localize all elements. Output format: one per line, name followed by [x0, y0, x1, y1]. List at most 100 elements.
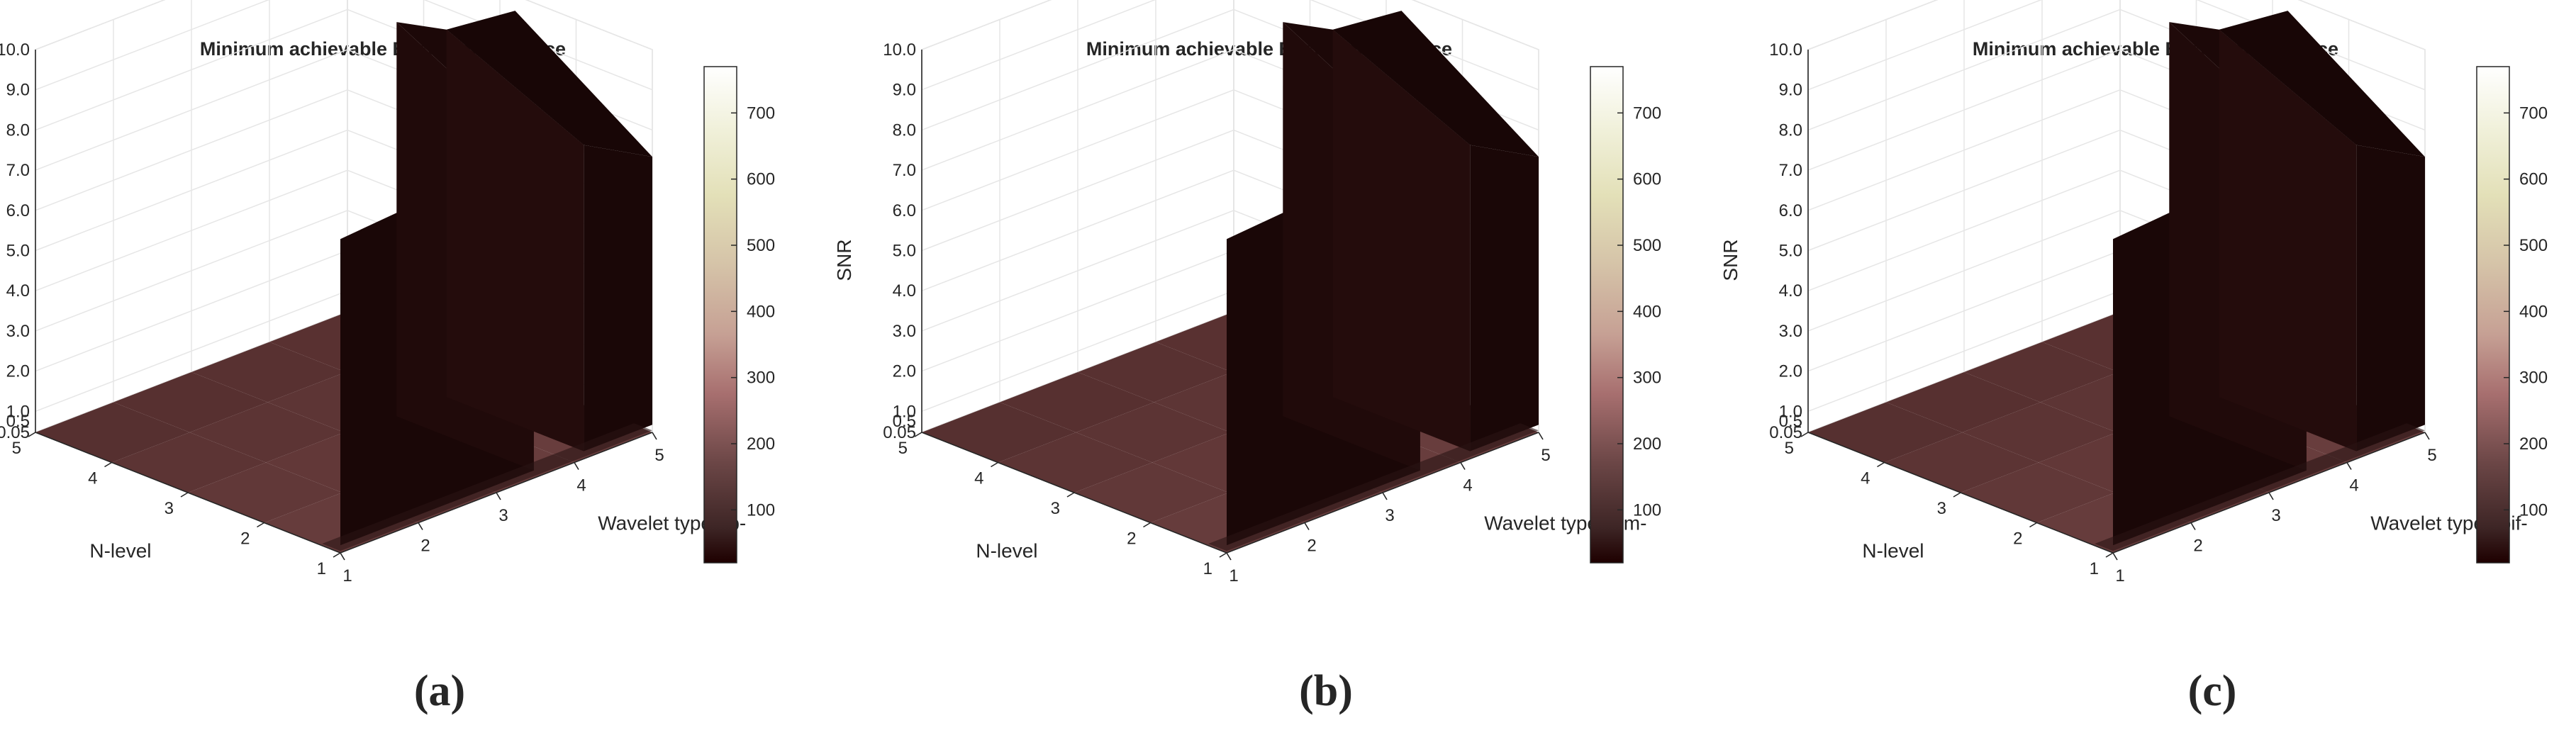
- colorbar-tick-label: 100: [2519, 500, 2548, 520]
- y-axis-label: N-level: [1862, 540, 1924, 562]
- surface-wall-top: [2219, 11, 2425, 157]
- surface-wall-top: [1332, 11, 1539, 157]
- z-axis-label: SNR: [833, 239, 855, 281]
- y-tick-label: 1: [2090, 559, 2099, 578]
- colorbar-tick-label: 400: [1633, 302, 1661, 321]
- colorbar: [703, 66, 737, 564]
- colorbar-tick-label: 200: [2519, 435, 2548, 454]
- tick-labels: 12345123450.050.51.02.03.04.05.06.07.08.…: [1769, 40, 2436, 585]
- x-tick-label: 2: [2193, 537, 2202, 556]
- z-tick-label: 6.0: [893, 201, 916, 220]
- x-tick: [2112, 552, 2118, 561]
- z-tick-label: 7.0: [1779, 161, 1802, 180]
- colorbar-tick-label: 700: [747, 103, 775, 123]
- y-tick-label: 4: [88, 469, 97, 488]
- z-tick-label: 6.0: [6, 201, 30, 220]
- surface-patch: [189, 402, 344, 463]
- z-tick-label: 5.0: [893, 242, 916, 261]
- colorbar-tick-label: 300: [1633, 369, 1661, 388]
- y-tick-label: 2: [1127, 529, 1136, 549]
- z-tick-label: 7.0: [6, 161, 30, 180]
- surface-shadow: [2095, 423, 2425, 551]
- axes: [1800, 50, 2430, 561]
- x-tick-label: 4: [1463, 476, 1472, 495]
- colorbar-tick-label: 300: [747, 369, 775, 388]
- x-tick-label: 5: [654, 446, 664, 465]
- x-tick: [1382, 492, 1388, 500]
- surface-patch: [1000, 372, 1154, 432]
- surface-wall-inner: [1332, 29, 1471, 452]
- x-tick-label: 4: [576, 476, 586, 495]
- z-tick-label: 1.0: [1779, 402, 1802, 421]
- y-tick: [2029, 522, 2037, 528]
- surface-wall-right: [1470, 145, 1539, 452]
- x-tick-label: 4: [2349, 476, 2358, 495]
- z-tick-label: 7.0: [893, 161, 916, 180]
- surface-shadow: [322, 423, 652, 551]
- z-tick-label: 8.0: [6, 120, 30, 140]
- y-tick-label: 1: [1203, 559, 1212, 578]
- surface-wall-right: [2356, 145, 2425, 452]
- surface-patch: [1886, 372, 2041, 432]
- grid-line-z: [35, 0, 653, 50]
- y-tick-label: 2: [240, 529, 250, 549]
- x-tick-label: 3: [2271, 506, 2280, 525]
- y-tick: [257, 522, 264, 528]
- y-tick-label: 2: [2013, 529, 2022, 549]
- panel-letter: (b): [1299, 667, 1353, 715]
- colorbar-tick-label: 700: [2519, 103, 2548, 123]
- z-tick-label: 3.0: [6, 322, 30, 341]
- surface-wall-inner: [2219, 29, 2357, 452]
- z-tick-label: 0.5: [6, 412, 30, 431]
- y-tick-label: 3: [1051, 499, 1060, 518]
- z-tick-label: 3.0: [1779, 322, 1802, 341]
- x-tick: [2190, 522, 2196, 530]
- x-tick-label: 1: [342, 566, 352, 585]
- y-tick-label: 4: [974, 469, 983, 488]
- z-axis-label: SNR: [1719, 239, 1741, 281]
- surface-walls: [322, 11, 652, 551]
- colorbar-tick-label: 500: [2519, 236, 2548, 255]
- axes: [914, 50, 1544, 561]
- y-tick: [1066, 492, 1075, 498]
- z-tick-label: 0.5: [893, 412, 916, 431]
- surface-patch: [113, 372, 268, 432]
- colorbar-tick-label: 500: [1633, 236, 1661, 255]
- z-tick-label: 9.0: [893, 81, 916, 100]
- z-tick-label: 1.0: [893, 402, 916, 421]
- grid-line-z: [1807, 0, 2426, 50]
- surface-patch: [1076, 402, 1230, 463]
- surface-wall-inner: [446, 29, 584, 452]
- colorbar: [1590, 66, 1624, 564]
- x-tick: [496, 492, 501, 500]
- panel-letter: (a): [414, 667, 465, 715]
- surface-wall-top: [446, 11, 652, 157]
- z-tick-label: 9.0: [6, 81, 30, 100]
- x-tick: [2268, 492, 2274, 500]
- x-tick: [418, 522, 423, 530]
- y-tick: [28, 432, 36, 437]
- surface-wall-right: [584, 145, 652, 452]
- z-tick-label: 4.0: [893, 281, 916, 301]
- tick-labels: 12345123450.050.51.02.03.04.05.06.07.08.…: [0, 40, 664, 585]
- colorbar-tick-label: 700: [1633, 103, 1661, 123]
- chart-panel-b: Minimum achievable Euclidean distance123…: [833, 0, 1661, 715]
- surface-shadow: [1208, 423, 1539, 551]
- y-tick: [1800, 432, 1809, 437]
- colorbar-tick-label: 200: [1633, 435, 1661, 454]
- x-tick-label: 5: [2427, 446, 2436, 465]
- z-tick-label: 2.0: [1779, 362, 1802, 381]
- surface-walls: [1208, 11, 1539, 551]
- z-tick-label: 9.0: [1779, 81, 1802, 100]
- colorbar: [2476, 66, 2510, 564]
- chart-panel-c: Minimum achievable Euclidean distance123…: [1719, 0, 2548, 715]
- y-tick: [1877, 461, 1885, 468]
- x-tick: [340, 552, 345, 561]
- x-tick-label: 2: [1307, 537, 1316, 556]
- axes: [28, 50, 657, 561]
- z-tick-label: 6.0: [1779, 201, 1802, 220]
- z-tick-label: 0.05: [1769, 423, 1802, 442]
- y-tick-label: 4: [1861, 469, 1870, 488]
- y-tick: [1219, 552, 1227, 558]
